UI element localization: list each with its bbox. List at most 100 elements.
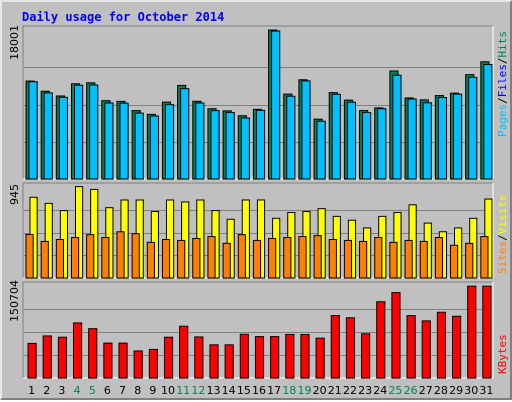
- bar-pages-day-27: [422, 102, 432, 180]
- bar-sites-day-17: [268, 238, 277, 279]
- day-label-25: 25: [388, 384, 402, 397]
- bar-kbytes-day-3: [57, 336, 67, 379]
- visits-panel-max-label: 945: [8, 184, 21, 205]
- bar-kbytes-day-24: [376, 301, 386, 379]
- bar-sites-day-8: [131, 233, 140, 279]
- day-label-18: 18: [282, 384, 296, 397]
- bar-sites-day-14: [222, 242, 231, 279]
- day-label-31: 31: [479, 384, 493, 397]
- hits-panel-legend: Pages/Files/Hits: [496, 31, 509, 137]
- bar-pages-day-28: [437, 97, 448, 180]
- bar-sites-day-30: [465, 242, 474, 279]
- bar-pages-day-26: [407, 98, 417, 180]
- bar-pages-day-29: [453, 93, 463, 180]
- day-label-27: 27: [419, 384, 433, 397]
- bar-kbytes-day-28: [436, 311, 447, 379]
- day-label-19: 19: [297, 384, 311, 397]
- bar-sites-day-4: [70, 237, 80, 279]
- day-label-17: 17: [267, 384, 281, 397]
- day-label-4: 4: [74, 384, 81, 397]
- bar-sites-day-10: [161, 238, 171, 279]
- bar-pages-day-1: [28, 81, 38, 180]
- bar-sites-day-2: [40, 240, 49, 279]
- bar-pages-day-14: [225, 111, 235, 180]
- bar-kbytes-day-21: [330, 315, 340, 379]
- bar-pages-day-10: [164, 104, 175, 180]
- bar-kbytes-day-20: [315, 337, 325, 379]
- bar-pages-day-19: [301, 80, 311, 180]
- bar-sites-day-25: [389, 241, 398, 279]
- bar-kbytes-day-31: [482, 285, 492, 379]
- bar-sites-day-12: [192, 238, 201, 279]
- day-label-3: 3: [58, 384, 65, 397]
- day-label-2: 2: [43, 384, 50, 397]
- bar-sites-day-21: [328, 238, 337, 279]
- bar-pages-day-6: [104, 102, 114, 180]
- bar-pages-day-8: [134, 112, 144, 180]
- legend-kbytes: KBytes: [496, 334, 509, 374]
- bar-sites-day-31: [480, 236, 489, 279]
- bar-pages-day-3: [58, 96, 68, 180]
- bar-kbytes-day-1: [27, 342, 37, 379]
- bar-pages-day-16: [255, 109, 266, 180]
- day-label-16: 16: [252, 384, 266, 397]
- bar-sites-day-20: [313, 235, 322, 279]
- bar-pages-day-30: [468, 76, 478, 180]
- bar-kbytes-day-27: [421, 320, 431, 379]
- bar-kbytes-day-29: [452, 315, 462, 379]
- bar-pages-day-24: [377, 108, 387, 180]
- bar-kbytes-day-5: [88, 328, 98, 379]
- bar-kbytes-day-11: [179, 325, 189, 379]
- bar-sites-day-11: [177, 239, 186, 279]
- bar-sites-day-26: [404, 239, 413, 279]
- day-label-20: 20: [313, 384, 327, 397]
- bar-kbytes-day-30: [467, 285, 477, 379]
- bar-kbytes-day-13: [209, 344, 219, 379]
- legend-pages: Pages: [496, 104, 509, 137]
- bar-sites-day-22: [343, 239, 353, 279]
- bar-kbytes-day-26: [406, 315, 416, 379]
- bar-kbytes-day-9: [148, 348, 158, 379]
- bar-pages-day-7: [119, 102, 129, 180]
- bar-pages-day-31: [483, 64, 493, 180]
- bar-sites-day-23: [359, 240, 368, 279]
- bar-kbytes-day-19: [300, 333, 310, 379]
- day-label-22: 22: [343, 384, 357, 397]
- bar-kbytes-day-8: [133, 350, 143, 379]
- bar-pages-day-9: [149, 115, 159, 180]
- day-label-29: 29: [449, 384, 463, 397]
- bar-kbytes-day-2: [42, 335, 52, 379]
- bar-kbytes-day-6: [103, 342, 113, 379]
- bar-sites-day-29: [450, 244, 459, 279]
- day-label-24: 24: [373, 384, 387, 397]
- bar-pages-day-20: [316, 120, 326, 180]
- visits-panel-legend: Sites/Visits: [496, 195, 509, 275]
- bar-sites-day-19: [298, 236, 307, 279]
- day-label-14: 14: [222, 384, 236, 397]
- day-label-5: 5: [89, 384, 96, 397]
- bar-kbytes-day-15: [239, 333, 249, 379]
- bar-kbytes-day-14: [224, 344, 234, 379]
- day-label-10: 10: [161, 384, 175, 397]
- bar-sites-day-27: [419, 240, 428, 279]
- day-label-9: 9: [149, 384, 156, 397]
- bar-kbytes-day-22: [345, 317, 356, 379]
- bar-kbytes-day-23: [361, 333, 371, 379]
- legend-files: Files: [496, 64, 509, 97]
- bar-kbytes-day-17: [270, 336, 280, 379]
- bar-kbytes-day-10: [163, 336, 174, 379]
- bar-pages-day-5: [89, 84, 99, 180]
- bar-kbytes-day-18: [285, 333, 295, 379]
- day-label-26: 26: [404, 384, 418, 397]
- bar-pages-day-13: [210, 110, 220, 180]
- legend-visits: Visits: [496, 195, 509, 235]
- bar-kbytes-day-7: [118, 342, 128, 379]
- day-label-6: 6: [104, 384, 111, 397]
- bar-pages-day-12: [195, 102, 205, 180]
- legend-separator: /: [496, 97, 509, 104]
- bar-sites-day-18: [283, 237, 292, 279]
- bar-pages-day-17: [271, 30, 281, 180]
- day-label-15: 15: [237, 384, 251, 397]
- kbytes-panel-max-label: 150704: [8, 280, 21, 322]
